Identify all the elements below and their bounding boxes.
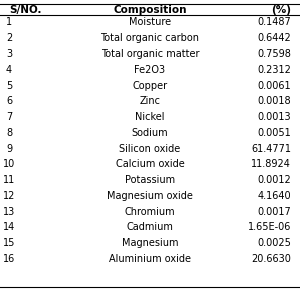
Text: 2: 2 — [6, 33, 12, 43]
Text: 0.0061: 0.0061 — [257, 81, 291, 91]
Text: Chromium: Chromium — [125, 207, 175, 217]
Text: 0.2312: 0.2312 — [257, 65, 291, 75]
Text: 0.0013: 0.0013 — [257, 112, 291, 122]
Text: 0.0025: 0.0025 — [257, 238, 291, 248]
Text: 8: 8 — [6, 128, 12, 138]
Text: 12: 12 — [3, 191, 15, 201]
Text: 0.1487: 0.1487 — [257, 18, 291, 27]
Text: 16: 16 — [3, 254, 15, 264]
Text: 0.0017: 0.0017 — [257, 207, 291, 217]
Text: Composition: Composition — [113, 5, 187, 15]
Text: Moisture: Moisture — [129, 18, 171, 27]
Text: (%): (%) — [271, 5, 291, 15]
Text: Copper: Copper — [132, 81, 168, 91]
Text: Nickel: Nickel — [135, 112, 165, 122]
Text: 5: 5 — [6, 81, 12, 91]
Text: 0.0051: 0.0051 — [257, 128, 291, 138]
Text: 61.4771: 61.4771 — [251, 144, 291, 154]
Text: 11.8924: 11.8924 — [251, 159, 291, 169]
Text: Total organic carbon: Total organic carbon — [100, 33, 200, 43]
Text: Zinc: Zinc — [140, 96, 160, 106]
Text: Sodium: Sodium — [132, 128, 168, 138]
Text: Calcium oxide: Calcium oxide — [116, 159, 184, 169]
Text: 20.6630: 20.6630 — [251, 254, 291, 264]
Text: Cadmium: Cadmium — [127, 223, 173, 232]
Text: 14: 14 — [3, 223, 15, 232]
Text: 0.7598: 0.7598 — [257, 49, 291, 59]
Text: 0.0018: 0.0018 — [257, 96, 291, 106]
Text: 9: 9 — [6, 144, 12, 154]
Text: 6: 6 — [6, 96, 12, 106]
Text: 0.6442: 0.6442 — [257, 33, 291, 43]
Text: 15: 15 — [3, 238, 15, 248]
Text: 3: 3 — [6, 49, 12, 59]
Text: 7: 7 — [6, 112, 12, 122]
Text: S/NO.: S/NO. — [9, 5, 41, 15]
Text: 0.0012: 0.0012 — [257, 175, 291, 185]
Text: 4: 4 — [6, 65, 12, 75]
Text: 11: 11 — [3, 175, 15, 185]
Text: Aluminium oxide: Aluminium oxide — [109, 254, 191, 264]
Text: 1.65E-06: 1.65E-06 — [248, 223, 291, 232]
Text: Magnesium: Magnesium — [122, 238, 178, 248]
Text: 10: 10 — [3, 159, 15, 169]
Text: Fe2O3: Fe2O3 — [134, 65, 166, 75]
Text: Magnesium oxide: Magnesium oxide — [107, 191, 193, 201]
Text: 13: 13 — [3, 207, 15, 217]
Text: 4.1640: 4.1640 — [257, 191, 291, 201]
Text: Potassium: Potassium — [125, 175, 175, 185]
Text: Silicon oxide: Silicon oxide — [119, 144, 181, 154]
Text: 1: 1 — [6, 18, 12, 27]
Text: Total organic matter: Total organic matter — [101, 49, 199, 59]
